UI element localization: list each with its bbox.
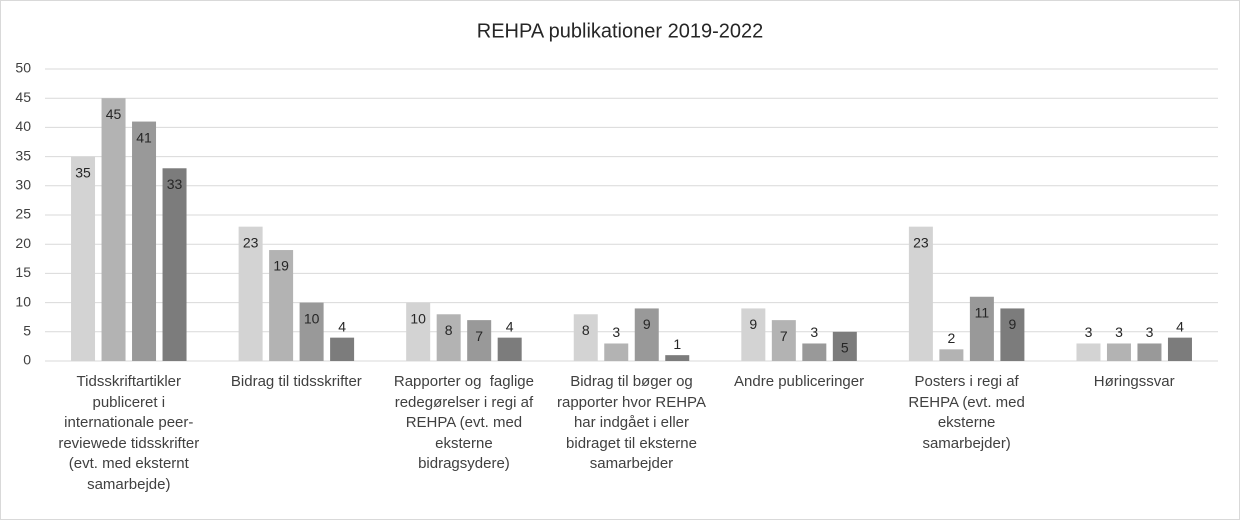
bar [132,121,157,361]
data-label: 19 [273,258,289,274]
data-label: 41 [136,129,152,145]
bar [573,314,598,361]
bar [1137,343,1162,361]
bar [162,168,187,361]
data-label: 3 [1085,324,1093,340]
bar [771,320,796,361]
data-label: 2 [947,330,955,346]
bar [604,343,629,361]
data-label: 7 [780,328,788,344]
data-label: 23 [913,234,929,250]
data-label: 45 [106,106,122,122]
bar [741,308,766,361]
data-label: 7 [475,328,483,344]
bar [71,156,96,361]
y-tick-label: 10 [15,293,31,309]
data-label: 9 [1008,316,1016,332]
y-tick-label: 30 [15,177,31,193]
y-tick-label: 0 [23,352,31,368]
data-label: 8 [582,322,590,338]
x-tick-label: Posters i regi af REHPA (evt. med ekster… [908,373,1025,452]
y-tick-label: 45 [15,89,31,105]
data-label: 9 [643,316,651,332]
bar [467,320,492,361]
x-tick-label: Rapporter og faglige redegørelser i regi… [393,373,534,472]
data-label: 4 [506,318,514,334]
bar [269,250,294,361]
data-label: 10 [304,310,320,326]
bar [908,226,933,361]
data-label: 35 [75,164,91,180]
data-label: 3 [810,324,818,340]
data-label: 1 [673,336,681,352]
data-label: 33 [167,176,183,192]
x-tick-label: Høringssvar [1093,373,1175,390]
data-label: 3 [1146,324,1154,340]
bar [1076,343,1101,361]
bar [1167,337,1192,361]
data-label: 23 [243,234,259,250]
bar [330,337,355,361]
x-tick-label: Bidrag til bøger og rapporter hvor REHPA… [557,373,706,472]
y-tick-label: 20 [15,235,31,251]
bar [969,296,994,361]
bar [497,337,522,361]
bar [406,302,431,361]
y-tick-label: 5 [23,323,31,339]
bar [1106,343,1131,361]
x-tick-label: Tidsskriftartikler publiceret i internat… [58,373,200,493]
data-label: 8 [445,322,453,338]
bar [665,355,690,361]
data-label: 3 [1115,324,1123,340]
y-tick-label: 15 [15,264,31,280]
data-label: 9 [749,316,757,332]
y-tick-label: 50 [15,60,31,76]
bar [802,343,827,361]
bar [939,349,964,361]
data-label: 5 [841,340,849,356]
data-label: 4 [1176,318,1184,334]
data-label: 4 [338,318,346,334]
bar [238,226,263,361]
bar [1000,308,1025,361]
y-tick-label: 35 [15,147,31,163]
bar [101,98,126,361]
y-tick-label: 40 [15,118,31,134]
bar [634,308,659,361]
data-label: 11 [975,304,990,320]
bar [299,302,324,361]
bar [832,331,857,361]
y-tick-label: 25 [15,206,31,222]
data-label: 10 [410,310,426,326]
bar [436,314,461,361]
chart-title: REHPA publikationer 2019-2022 [477,20,763,42]
data-label: 3 [612,324,620,340]
x-tick-label: Andre publiceringer [734,373,865,390]
x-tick-label: Bidrag til tidsskrifter [230,373,362,390]
